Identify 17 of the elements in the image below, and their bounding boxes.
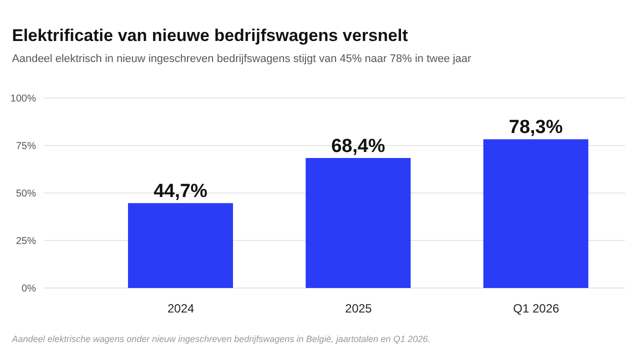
x-tick-label: 2025: [345, 302, 372, 316]
text: Aandeel elektrische wagens onder nieuw ingeschreven bedrijfswagens in België, jaartotalen en Q1 2026.: [12, 334, 430, 344]
data-label: 44,7%: [154, 181, 208, 202]
bar: [483, 139, 588, 288]
bar: [128, 203, 233, 288]
y-tick-label: 50%: [16, 188, 36, 200]
data-label: 78,3%: [508, 117, 563, 138]
x-tick-label: Q1 2026: [513, 302, 560, 316]
y-tick-label: 0%: [22, 284, 36, 295]
y-tick-label: 25%: [16, 236, 36, 248]
y-tick-label: 75%: [16, 141, 36, 152]
chart-title: Elektrificatie van nieuwe bedrijfswagens versnelt: [12, 26, 408, 46]
x-tick-label: 2024: [167, 302, 195, 316]
chart-subtitle: Aandeel elektrisch in nieuw ingeschreven bedrijfswagens stijgt van 45% naar 78% in twee jaar: [12, 53, 472, 65]
y-tick-label: 100%: [10, 94, 36, 105]
data-label: 68,4%: [331, 136, 386, 158]
bar: [306, 158, 411, 288]
